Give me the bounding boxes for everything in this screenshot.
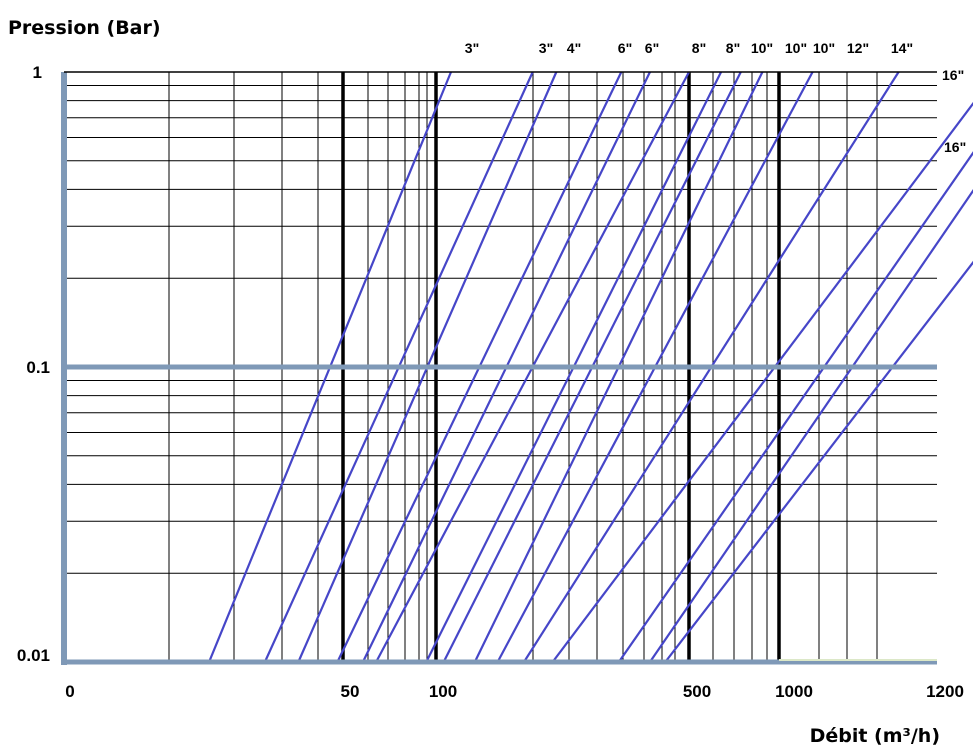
pipe-size-label: 4": [567, 40, 581, 56]
y-tick-labels: 1 0.1 0.01: [17, 63, 50, 665]
pipe-size-label: 6": [645, 40, 659, 56]
y-tick-label: 0.1: [26, 358, 50, 377]
pipe-size-label: 8": [692, 40, 706, 56]
x-tick-label: 1200: [926, 682, 964, 701]
x-tick-label: 0: [65, 682, 74, 701]
pipe-size-label: 10": [751, 40, 773, 56]
x-tick-label: 100: [429, 682, 457, 701]
x-tick-labels: 0 50 100 500 1000 1200: [65, 682, 964, 701]
pipe-size-label: 6": [618, 40, 632, 56]
series-line: [664, 260, 973, 663]
pipe-size-label: 12": [847, 40, 869, 56]
x-tick-label: 1000: [775, 682, 813, 701]
pipe-size-label: 3": [465, 40, 479, 56]
y-tick-label: 0.01: [17, 646, 50, 665]
y-axis-title: Pression (Bar): [8, 17, 161, 39]
grid: [64, 72, 937, 662]
pipe-size-label: 8": [726, 40, 740, 56]
axes: [61, 71, 937, 665]
x-tick-label: 50: [341, 682, 360, 701]
x-tick-label: 500: [683, 682, 711, 701]
pipe-size-labels: 3" 3" 4" 6" 6" 8" 8" 10" 10" 10" 12" 14" 16" 16": [465, 40, 966, 155]
pipe-size-label: 3": [539, 40, 553, 56]
pipe-size-label: 10": [813, 40, 835, 56]
y-tick-label: 1: [33, 63, 42, 82]
pipe-size-label: 14": [891, 40, 913, 56]
x-axis-title: Débit (m³/h): [810, 725, 940, 747]
pipe-size-label: 10": [785, 40, 807, 56]
pipe-size-label: 16": [944, 139, 966, 155]
pipe-size-label: 16": [942, 67, 964, 83]
